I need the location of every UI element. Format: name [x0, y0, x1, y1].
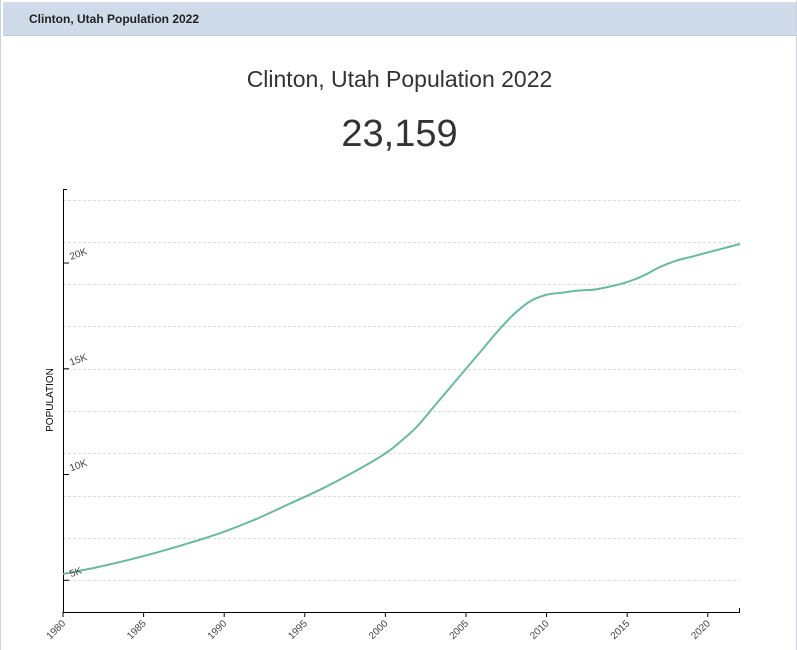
y-tick-label: 20K: [68, 246, 89, 263]
x-tick-label: 1995: [286, 618, 310, 642]
panel-title: Clinton, Utah Population 2022: [29, 12, 200, 26]
x-tick-label: 2015: [609, 618, 633, 642]
tick-labels: 5K 10K 15K 20K 1980 1985 1990 1995 2000 2005 2010 2…: [45, 246, 714, 642]
population-value: 23,159: [341, 113, 458, 155]
x-tick-label: 1985: [125, 618, 149, 642]
x-tick-label: 1990: [206, 618, 230, 642]
y-tick-label: 5K: [68, 565, 84, 580]
y-tick-label: 15K: [68, 352, 89, 369]
series-layer: [62, 243, 741, 575]
chart-title: Clinton, Utah Population 2022: [246, 66, 553, 92]
x-tick-label: 2005: [448, 618, 472, 642]
x-tick-label: 2020: [689, 618, 713, 642]
x-tick-label: 2010: [528, 618, 552, 642]
y-axis-label: POPULATION: [45, 368, 56, 432]
axes: [62, 189, 740, 617]
population-series-line: [62, 243, 741, 575]
x-tick-label: 2000: [367, 618, 391, 642]
panel-header: Clinton, Utah Population 2022: [3, 2, 796, 36]
x-tick-label: 1980: [45, 618, 69, 642]
y-tick-label: 10K: [68, 458, 89, 475]
gridlines: [63, 200, 740, 581]
